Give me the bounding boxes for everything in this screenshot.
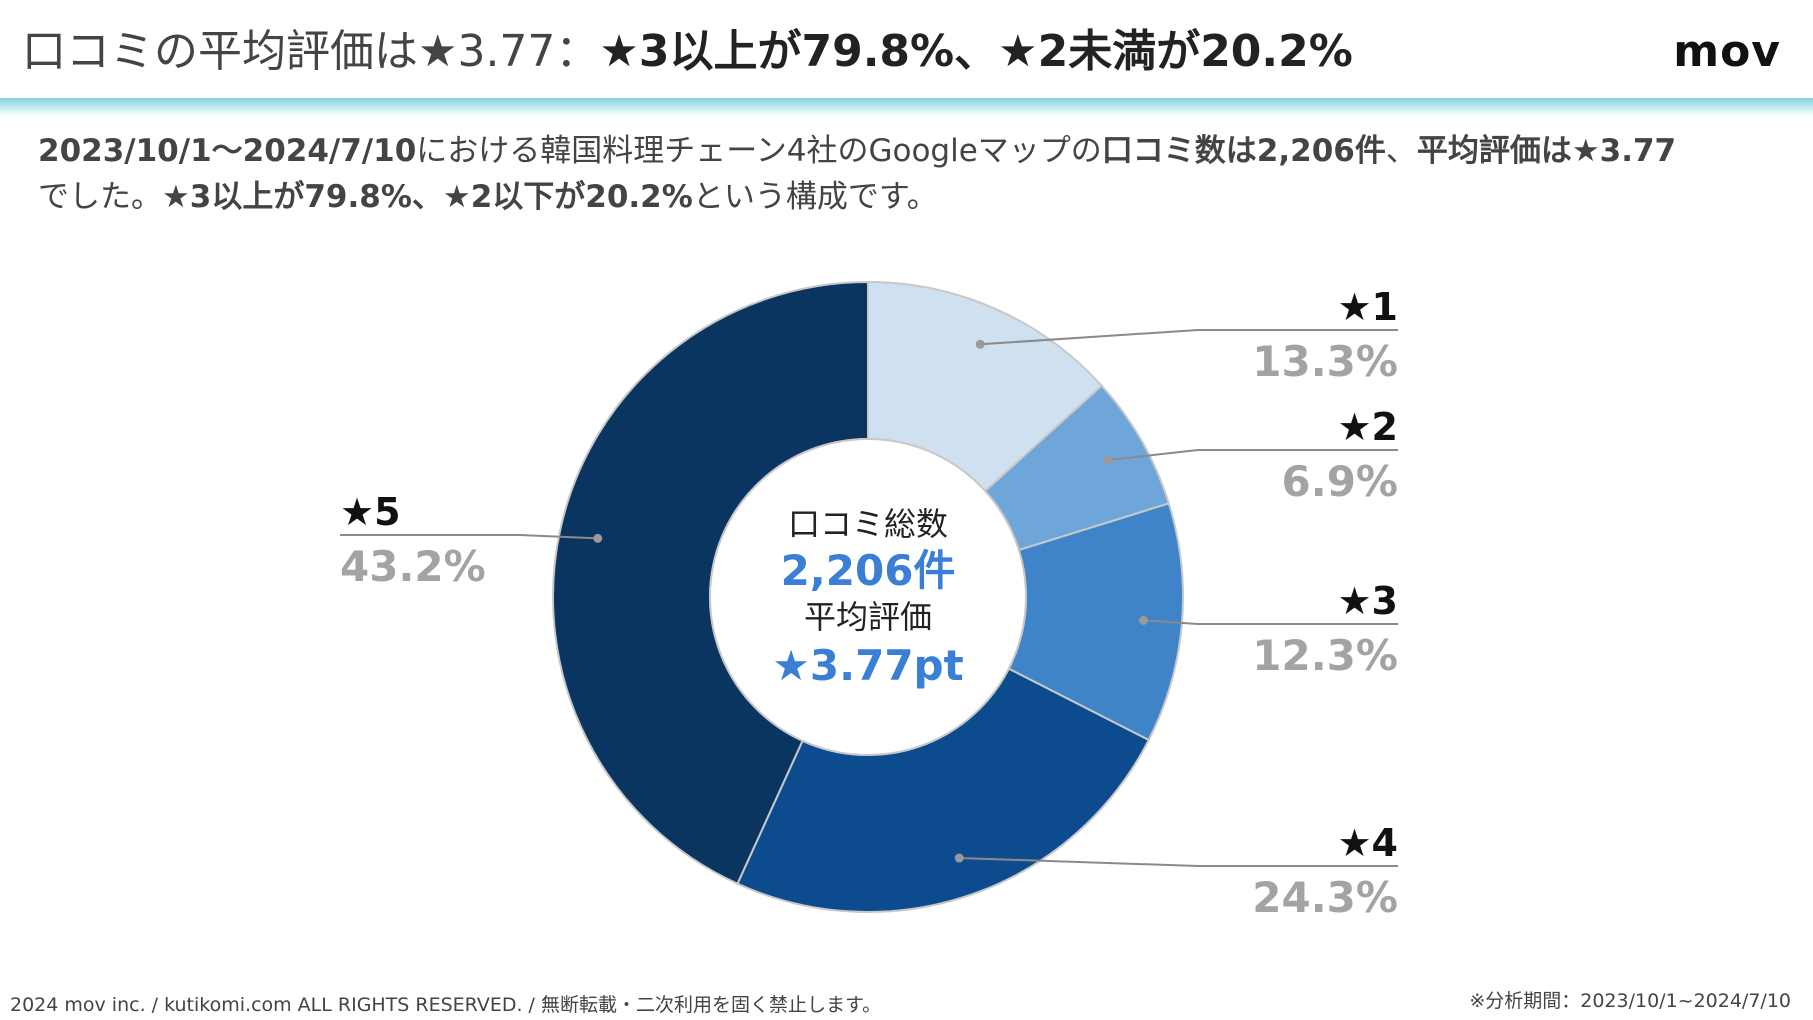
category-label-star2: ★2 <box>1337 405 1398 449</box>
summary-text-2: でした。 <box>38 179 162 215</box>
title-light-part: 口コミの平均評価は★3.77： <box>22 26 600 77</box>
summary-composition: ★3以上が79.8%、★2以下が20.2% <box>162 179 693 215</box>
leader-dot-star5 <box>593 533 603 543</box>
percent-label-star5: 43.2% <box>340 542 486 591</box>
percent-label-star3: 12.3% <box>1252 631 1398 680</box>
category-label-star4: ★4 <box>1337 821 1398 865</box>
center-average-label: 平均評価 <box>804 598 932 636</box>
percent-label-star4: 24.3% <box>1252 873 1398 922</box>
leader-dot-star3 <box>1139 615 1149 625</box>
summary-text: 2023/10/1〜2024/7/10における韓国料理チェーン4社のGoogle… <box>38 128 1788 220</box>
leader-line-star4 <box>959 857 1398 867</box>
leader-line-star3 <box>1143 619 1398 625</box>
footer-analysis-period: ※分析期間：2023/10/1~2024/7/10 <box>1469 990 1791 1012</box>
percent-label-star2: 6.9% <box>1282 457 1398 506</box>
leader-dot-star2 <box>1103 455 1113 465</box>
slide-header: 口コミの平均評価は★3.77：★3以上が79.8%、★2未満が20.2% mov <box>0 0 1813 98</box>
summary-text-3: という構成です。 <box>692 179 938 215</box>
summary-text-1: における韓国料理チェーン4社のGoogleマップの <box>416 133 1102 169</box>
header-gradient-band <box>0 98 1813 116</box>
summary-period: 2023/10/1〜2024/7/10 <box>38 133 417 169</box>
mov-logo: mov <box>1673 26 1781 77</box>
summary-comma: 、 <box>1385 133 1417 169</box>
footer-copyright: 2024 mov inc. / kutikomi.com ALL RIGHTS … <box>10 994 882 1016</box>
summary-average: 平均評価は★3.77 <box>1416 133 1677 169</box>
center-total-label: 口コミ総数 <box>788 505 948 543</box>
category-label-star1: ★1 <box>1337 285 1398 329</box>
category-label-star3: ★3 <box>1337 579 1398 623</box>
leader-dot-star4 <box>954 853 964 863</box>
donut-hole <box>709 438 1027 756</box>
leader-line-star2 <box>1108 449 1398 461</box>
percent-label-star1: 13.3% <box>1252 337 1398 386</box>
page-title: 口コミの平均評価は★3.77：★3以上が79.8%、★2未満が20.2% <box>22 22 1353 82</box>
summary-review-count: 口コミ数は2,206件 <box>1101 133 1386 169</box>
center-total-value: 2,206件 <box>781 546 956 595</box>
center-average-value: ★3.77pt <box>772 641 963 690</box>
leader-line-star5 <box>340 534 598 540</box>
category-label-star5: ★5 <box>340 490 401 534</box>
leader-dot-star1 <box>975 339 985 349</box>
title-bold-part: ★3以上が79.8%、★2未満が20.2% <box>599 26 1353 77</box>
leader-line-star1 <box>980 329 1398 346</box>
